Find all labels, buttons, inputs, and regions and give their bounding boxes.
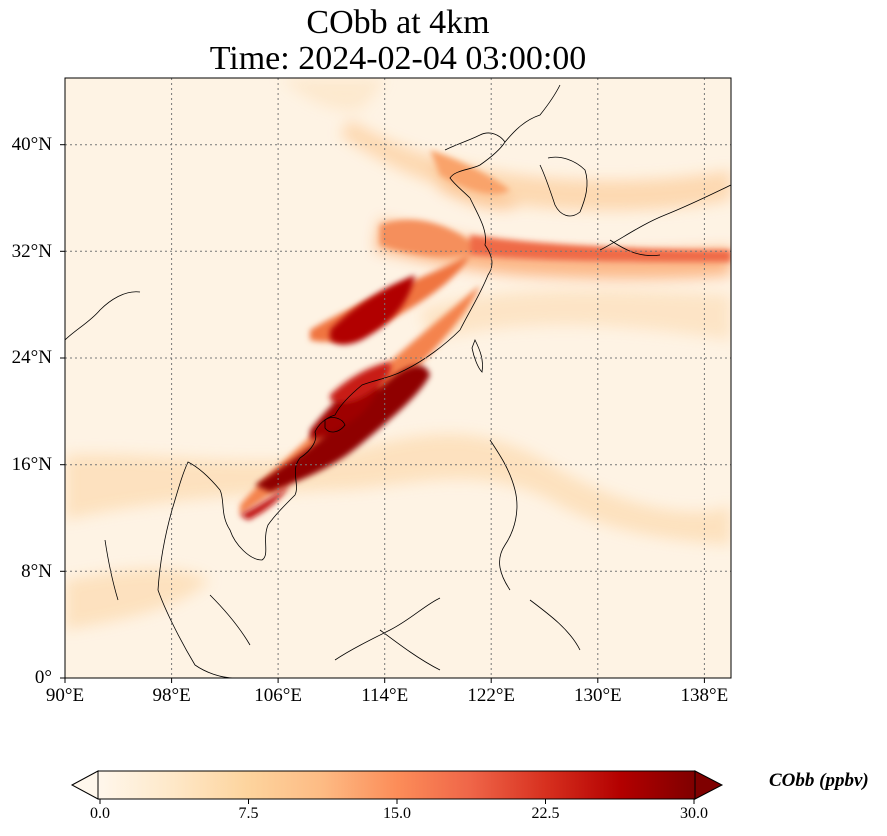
colorbar-tick-label: 7.5 bbox=[238, 805, 259, 822]
coastlines bbox=[65, 84, 731, 678]
lon-tick-label: 122°E bbox=[467, 685, 516, 706]
lon-tick-label: 130°E bbox=[573, 685, 622, 706]
lon-tick-label: 138°E bbox=[680, 685, 729, 706]
colorbar-label: CObb (ppbv) bbox=[769, 770, 869, 791]
colorbar-extend-min bbox=[70, 770, 99, 800]
lon-tick-label: 106°E bbox=[254, 685, 302, 706]
lat-tick-label: 0° bbox=[34, 667, 52, 688]
map-subtitle-time: Time: 2024-02-04 03:00:00 bbox=[209, 40, 587, 77]
colorbar-tick-label: 0.0 bbox=[90, 805, 110, 822]
lat-tick-label: 40°N bbox=[11, 134, 52, 155]
colorbar-tick-label: 15.0 bbox=[383, 805, 411, 822]
lon-tick-label: 90°E bbox=[45, 685, 85, 706]
colorbar-tick-label: 22.5 bbox=[531, 805, 560, 822]
lat-tick-label: 16°N bbox=[11, 454, 52, 475]
map-frame bbox=[64, 77, 732, 679]
map-title: CObb at 4km bbox=[306, 4, 490, 41]
gridlines bbox=[65, 78, 731, 678]
colorbar-gradient bbox=[98, 771, 695, 799]
axis-ticks bbox=[60, 144, 705, 683]
lon-tick-label: 98°E bbox=[152, 685, 191, 706]
colorbar-extend-max bbox=[694, 770, 724, 800]
lon-tick-label: 114°E bbox=[361, 685, 409, 706]
lat-tick-label: 32°N bbox=[11, 241, 52, 262]
colorbar bbox=[70, 770, 724, 804]
lat-tick-label: 24°N bbox=[11, 347, 52, 368]
lat-tick-label: 8°N bbox=[21, 561, 52, 582]
map-panel bbox=[65, 78, 731, 678]
colorbar-tick-label: 30.0 bbox=[680, 805, 708, 822]
